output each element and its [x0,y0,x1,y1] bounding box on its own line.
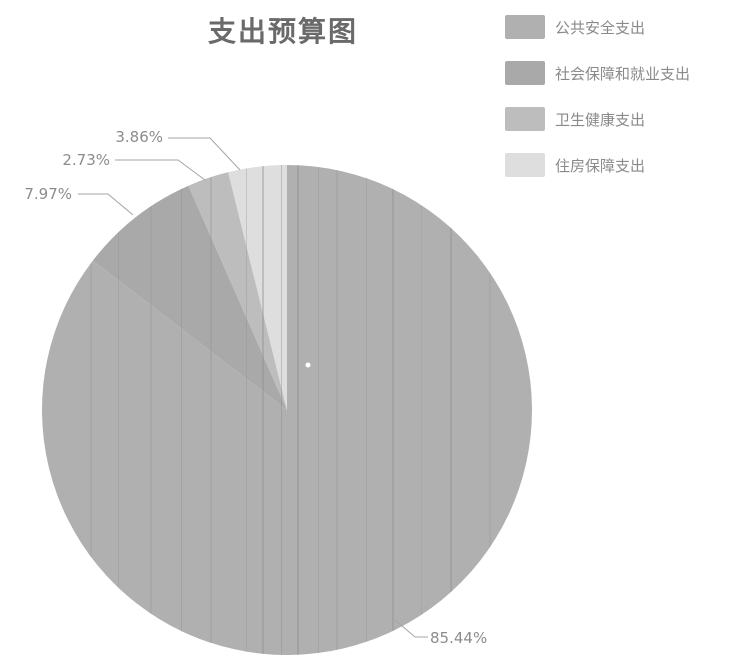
legend-label: 社会保障和就业支出 [555,64,691,83]
data-label: 3.86% [115,128,163,146]
legend-swatch-public-safety [505,15,545,39]
legend-swatch-social-security [505,61,545,85]
legend-item[interactable]: 公共安全支出 [505,15,690,39]
legend-item[interactable]: 卫生健康支出 [505,107,690,131]
leader-line [78,193,134,216]
legend-item[interactable]: 住房保障支出 [505,153,690,177]
leader-line [115,159,206,181]
legend-swatch-housing [505,153,545,177]
leader-line [394,619,428,638]
data-label: 7.97% [24,185,72,203]
legend-swatch-health [505,107,545,131]
leader-line [168,137,241,171]
legend-label: 住房保障支出 [555,156,646,175]
legend-item[interactable]: 社会保障和就业支出 [505,61,690,85]
legend-label: 卫生健康支出 [555,110,646,129]
data-label: 85.44% [430,629,487,647]
legend: 公共安全支出 社会保障和就业支出 卫生健康支出 住房保障支出 [505,15,690,199]
data-label: 2.73% [62,151,110,169]
chart-title: 支出预算图 [207,15,358,48]
center-dot [305,362,311,368]
legend-label: 公共安全支出 [555,18,646,37]
